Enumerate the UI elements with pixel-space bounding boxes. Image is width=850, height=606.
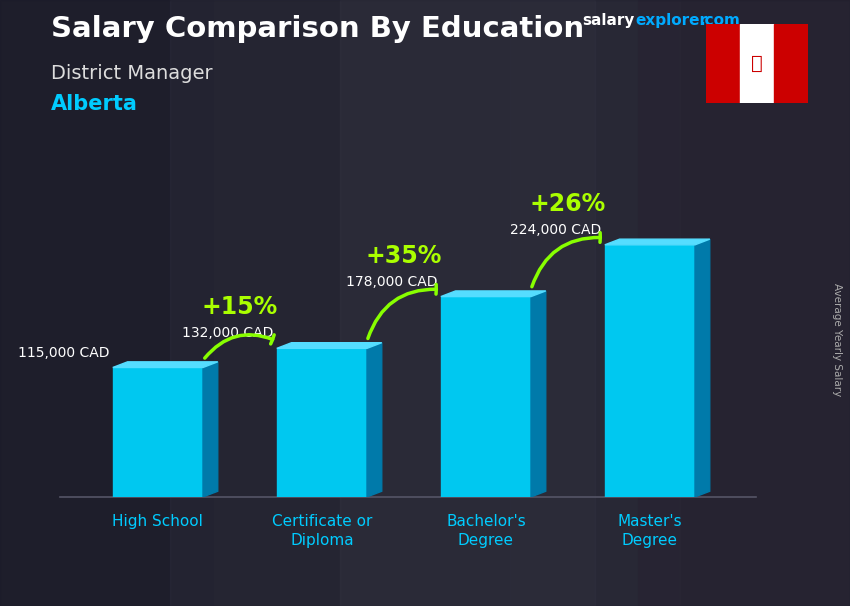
Text: 🍁: 🍁 [751, 54, 762, 73]
Bar [706, 24, 740, 103]
Bar [277, 348, 367, 497]
Bar [510, 0, 850, 606]
Text: explorer: explorer [635, 13, 707, 28]
Polygon shape [113, 362, 218, 367]
Bar [340, 0, 680, 606]
Text: 132,000 CAD: 132,000 CAD [182, 327, 274, 341]
Polygon shape [203, 362, 218, 497]
Bar [441, 296, 531, 497]
Polygon shape [277, 342, 382, 348]
Text: 115,000 CAD: 115,000 CAD [18, 345, 110, 359]
Polygon shape [367, 342, 382, 497]
Text: .com: .com [700, 13, 740, 28]
Text: Alberta: Alberta [51, 94, 138, 114]
Text: 224,000 CAD: 224,000 CAD [510, 223, 602, 237]
Text: Salary Comparison By Education: Salary Comparison By Education [51, 15, 584, 43]
Polygon shape [441, 291, 546, 296]
Bar [774, 24, 807, 103]
Text: +15%: +15% [201, 295, 278, 319]
Bar [638, 0, 850, 606]
Polygon shape [531, 291, 546, 497]
Text: 178,000 CAD: 178,000 CAD [346, 275, 438, 288]
Bar [605, 245, 695, 497]
Text: District Manager: District Manager [51, 64, 212, 82]
Bar [113, 367, 203, 497]
Text: Average Yearly Salary: Average Yearly Salary [832, 283, 842, 396]
Text: salary: salary [582, 13, 635, 28]
Text: +26%: +26% [530, 192, 606, 216]
Bar [740, 24, 774, 103]
Polygon shape [605, 239, 710, 245]
Polygon shape [695, 239, 710, 497]
Text: +35%: +35% [366, 244, 442, 268]
Bar [170, 0, 595, 606]
Bar [0, 0, 212, 606]
